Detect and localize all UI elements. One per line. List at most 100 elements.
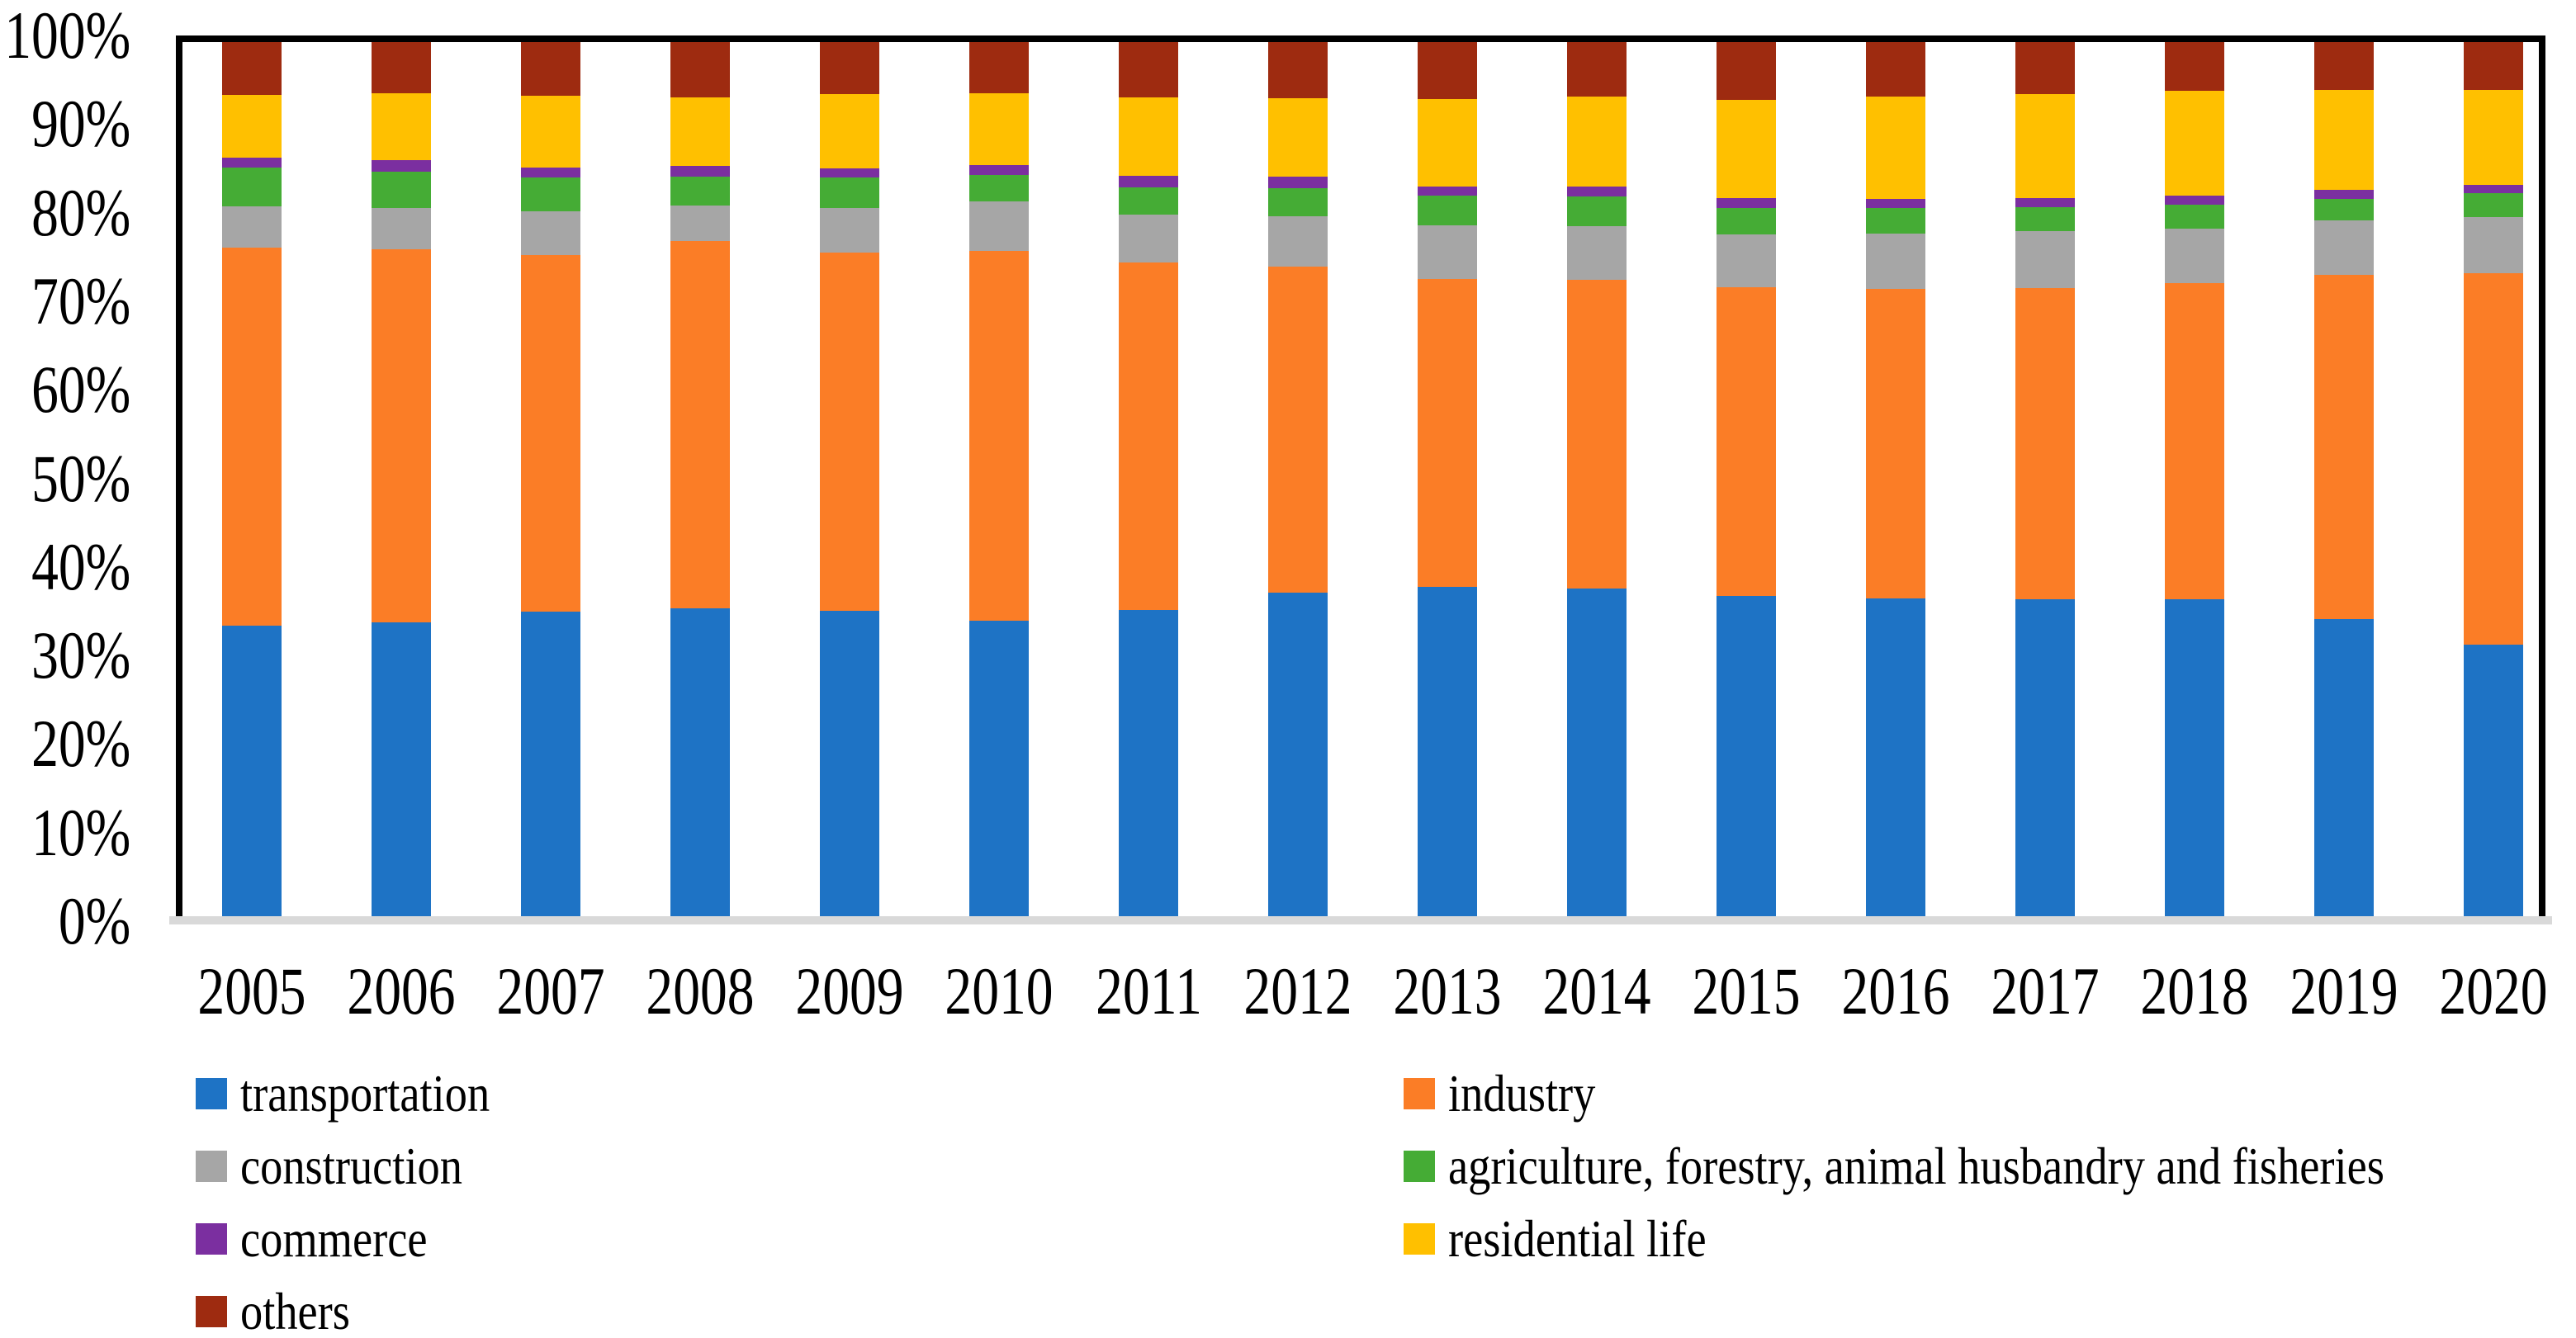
x-label-2005: 2005 [128,957,376,1025]
legend-label: industry [1448,1064,1596,1123]
y-tick-text: 70% [31,262,130,338]
bar-segment-industry-2020 [2464,273,2523,645]
y-tick-text: 50% [31,440,130,516]
legend-marker-agriculture [1404,1151,1435,1182]
bar-segment-residential-2005 [222,94,282,158]
bar-segment-others-2009 [820,42,879,94]
legend-label: transportation [240,1064,490,1123]
bar-2016 [1866,42,1925,921]
bars-layer [182,42,2539,921]
bar-segment-transportation-2013 [1418,587,1477,921]
bar-segment-industry-2011 [1119,262,1178,610]
bar-segment-residential-2006 [372,92,431,160]
x-axis-baseline [169,916,2552,924]
bar-segment-commerce-2010 [969,165,1029,175]
bar-2007 [521,42,580,921]
y-tick-label: 30% [0,622,130,689]
x-label-2009: 2009 [726,957,973,1025]
y-tick-text: 10% [31,794,130,870]
bar-segment-agriculture-2009 [820,177,879,209]
x-label-text: 2016 [1841,953,1950,1028]
bar-segment-construction-2014 [1567,225,1627,280]
bar-segment-residential-2018 [2165,90,2224,196]
x-label-text: 2007 [496,953,605,1028]
legend-marker-others [196,1296,227,1327]
bar-segment-agriculture-2012 [1268,187,1328,216]
x-label-text: 2018 [2140,953,2249,1028]
x-label-text: 2009 [795,953,904,1028]
y-tick-label: 50% [0,440,130,516]
legend-item-industry: industry [1404,1067,1622,1120]
bar-2018 [2165,42,2224,921]
bar-segment-construction-2012 [1268,215,1328,267]
bar-segment-agriculture-2013 [1418,196,1477,225]
x-label-2008: 2008 [576,957,824,1025]
bar-segment-residential-2020 [2464,89,2523,185]
bar-segment-agriculture-2018 [2165,205,2224,229]
bar-segment-commerce-2008 [670,166,730,177]
y-tick-label: 0% [0,887,130,955]
y-tick-label: 80% [0,178,130,247]
y-tick-text: 0% [58,883,130,958]
x-label-2012: 2012 [1174,957,1422,1025]
bar-segment-others-2018 [2165,42,2224,91]
x-label-text: 2011 [1095,953,1202,1028]
bar-segment-others-2020 [2464,42,2523,90]
bar-segment-industry-2005 [222,248,282,626]
bar-2005 [222,42,282,921]
bar-segment-transportation-2011 [1119,610,1178,921]
y-tick-text: 90% [31,86,130,162]
bar-segment-commerce-2012 [1268,176,1328,188]
legend-label: commerce [240,1209,428,1268]
bar-segment-commerce-2007 [521,168,580,178]
bar-segment-others-2013 [1418,42,1477,100]
bar-segment-construction-2013 [1418,225,1477,279]
x-label-2007: 2007 [427,957,675,1025]
x-label-text: 2006 [347,953,456,1028]
y-tick-label: 10% [0,794,130,870]
bar-segment-construction-2018 [2165,228,2224,283]
bar-segment-industry-2010 [969,251,1029,621]
bar-segment-others-2007 [521,42,580,96]
legend-marker-construction [196,1151,227,1182]
bar-segment-construction-2009 [820,208,879,253]
bar-segment-residential-2017 [2015,93,2075,198]
bar-2013 [1418,42,1477,921]
bar-segment-others-2012 [1268,42,1328,99]
bar-segment-construction-2010 [969,201,1029,252]
bar-segment-others-2008 [670,42,730,98]
bar-2015 [1717,42,1776,921]
bar-segment-transportation-2020 [2464,644,2523,921]
bar-segment-residential-2007 [521,96,580,168]
y-tick-label: 90% [0,90,130,158]
bar-segment-construction-2020 [2464,216,2523,274]
bar-segment-industry-2014 [1567,279,1627,589]
bar-segment-others-2010 [969,42,1029,93]
bar-segment-commerce-2011 [1119,175,1178,187]
bar-2014 [1567,42,1627,921]
bar-segment-commerce-2013 [1418,186,1477,196]
bar-2019 [2314,42,2374,921]
bar-segment-industry-2012 [1268,266,1328,593]
bar-segment-transportation-2010 [969,620,1029,921]
bar-segment-others-2017 [2015,42,2075,94]
bar-segment-agriculture-2020 [2464,193,2523,217]
bar-segment-others-2006 [372,42,431,93]
bar-segment-construction-2006 [372,208,431,250]
bar-segment-commerce-2019 [2314,189,2374,199]
bar-segment-residential-2008 [670,97,730,167]
bar-segment-industry-2019 [2314,275,2374,619]
legend-item-others: others [196,1285,369,1338]
bar-segment-residential-2013 [1418,99,1477,187]
bar-segment-commerce-2005 [222,157,282,168]
bar-segment-construction-2011 [1119,214,1178,263]
bar-segment-others-2014 [1567,42,1627,97]
y-tick-text: 40% [31,528,130,604]
bar-segment-industry-2007 [521,254,580,612]
x-label-text: 2017 [1991,953,2100,1028]
bar-2006 [372,42,431,921]
bar-segment-transportation-2019 [2314,618,2374,921]
x-label-2013: 2013 [1324,957,1571,1025]
bar-segment-residential-2012 [1268,98,1328,177]
bar-2020 [2464,42,2523,921]
